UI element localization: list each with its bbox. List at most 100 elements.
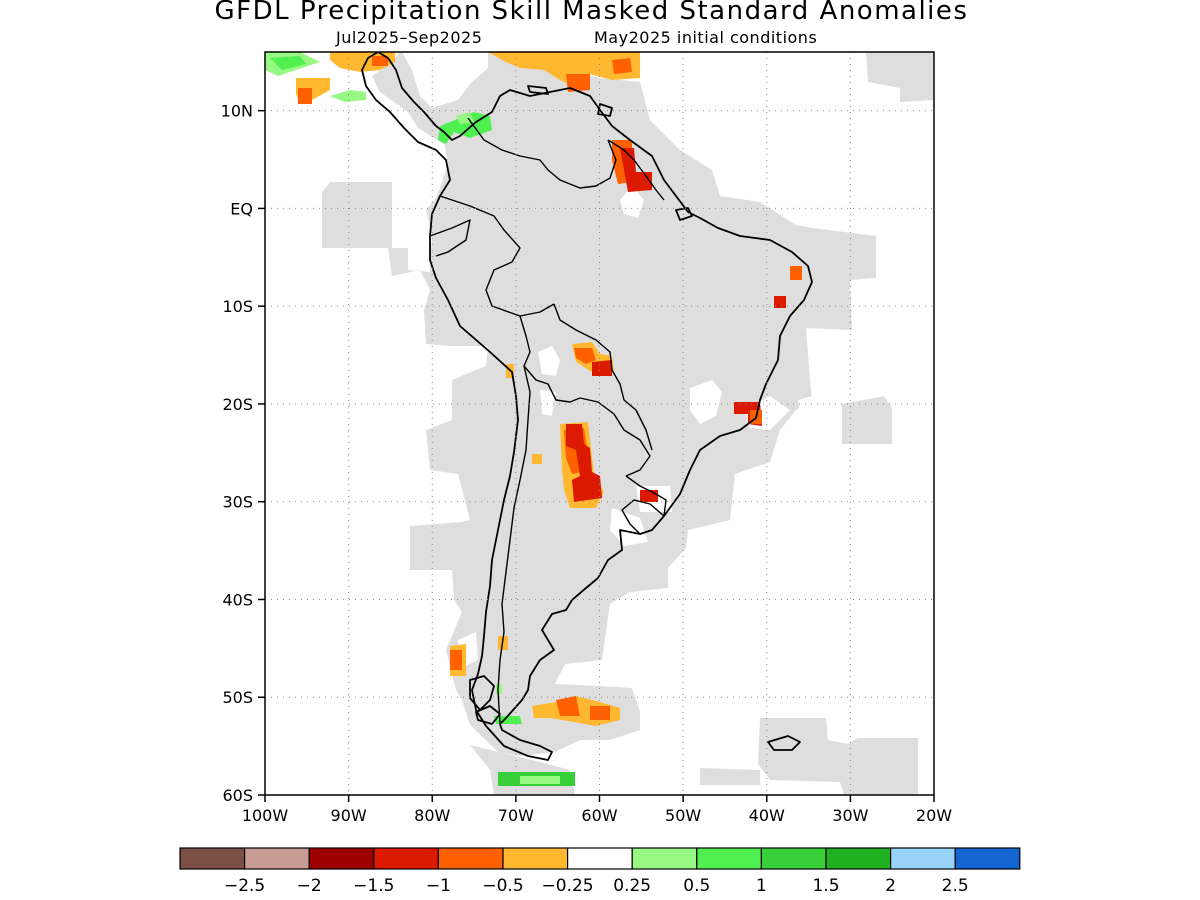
mask-gaps [402, 52, 816, 668]
colorbar: −2.5 −2 −1.5 −1 −0.5 −0.25 0.25 0.5 1 1.5 2 2.5 [179, 847, 1021, 896]
mask-gap-amazon-north [620, 186, 644, 218]
lon-tick-label: 90W [331, 806, 367, 825]
anomaly-neg-strong [620, 148, 652, 192]
mask-gap-brazil-east [690, 380, 722, 424]
lon-tick-label: 80W [414, 806, 450, 825]
lat-tick-label: 50S [222, 688, 253, 707]
colorbar-label: 1 [756, 876, 767, 896]
colorbar-swatch [502, 847, 569, 870]
anomaly-pos-weak [330, 90, 366, 102]
anomaly-cells [265, 52, 802, 786]
coastline-cuba [527, 85, 549, 95]
mask-gap-atlantic-coast [798, 396, 816, 414]
colorbar-label: −0.25 [542, 876, 594, 896]
mask-gap-caribbean [402, 52, 488, 108]
lon-tick-label: 30W [832, 806, 868, 825]
border-colombia-venezuela [467, 117, 617, 189]
border-colombia-peru [439, 195, 555, 317]
country-borders [429, 117, 667, 725]
border-paraguay [579, 397, 651, 477]
anomaly-neg-strong [774, 296, 786, 308]
anomaly-neg-mid [298, 88, 312, 104]
anomaly-pos-weak [520, 776, 560, 784]
colorbar-label: −2 [297, 876, 322, 896]
colorbar-swatch [825, 847, 892, 870]
skill-mask-mainland [322, 52, 876, 756]
colorbar-label: 2 [885, 876, 896, 896]
colorbar-swatch [179, 847, 246, 870]
colorbar-label: 0.25 [613, 876, 651, 896]
coastline-islands [475, 705, 501, 725]
lon-tick-label: 40W [749, 806, 785, 825]
lat-tick-label: EQ [230, 199, 253, 218]
colorbar-swatch [954, 847, 1021, 870]
lon-tick-label: 70W [498, 806, 534, 825]
anomaly-neg-mid [574, 348, 596, 364]
lat-tick-label: 20S [222, 395, 253, 414]
anomaly-neg-mid [556, 696, 580, 716]
border-ecuador [429, 219, 471, 257]
anomaly-neg-mid [450, 650, 462, 670]
anomaly-neg-weak [532, 454, 542, 464]
colorbar-swatch [566, 847, 633, 870]
anomaly-neg-strong [640, 490, 658, 502]
map-subtitle: Jul2025–Sep2025 May2025 initial conditio… [0, 28, 1200, 48]
coastlines [361, 52, 813, 761]
lat-tick-label: 10N [221, 102, 253, 121]
colorbar-swatch [889, 847, 956, 870]
anomaly-pos-mid [270, 56, 306, 70]
lon-tick-label: 100W [242, 806, 289, 825]
colorbar-label: −0.5 [482, 876, 523, 896]
border-uruguay [621, 499, 665, 535]
colorbar-label: −2.5 [224, 876, 265, 896]
coastline-trinidad [597, 103, 613, 117]
anomaly-neg-strong [566, 424, 602, 502]
anomaly-neg-mid [612, 58, 632, 74]
forecast-period: Jul2025–Sep2025 [336, 28, 483, 47]
colorbar-label: 2.5 [942, 876, 969, 896]
mask-gap-rio-plata [610, 508, 648, 546]
map-title: GFDL Precipitation Skill Masked Standard… [214, 0, 969, 26]
anomaly-neg-weak [488, 52, 640, 90]
colorbar-swatch [244, 847, 310, 870]
colorbar-swatch [373, 847, 439, 870]
border-peru-bolivia [519, 315, 581, 403]
skill-mask-south-atlantic-1 [842, 396, 892, 444]
initial-conditions: May2025 initial conditions [594, 28, 818, 47]
border-guianas [607, 139, 665, 201]
colorbar-label: −1 [426, 876, 451, 896]
coastline-tierra-del-fuego [469, 675, 495, 711]
coastline-mainland [361, 52, 813, 761]
anomaly-neg-mid [566, 74, 590, 92]
lat-tick-label: 10S [222, 297, 253, 316]
colorbar-label: −1.5 [353, 876, 394, 896]
skill-mask-atlantic-strip [700, 768, 760, 785]
mask-gap-andes [540, 390, 556, 416]
skill-mask-south-atlantic-2 [758, 718, 918, 795]
colorbar-swatch [760, 847, 827, 870]
mask-gap-bolivia [538, 346, 560, 376]
plot-area [265, 52, 934, 795]
border-argentina-brazil [625, 475, 667, 517]
anomaly-neg-strong [592, 360, 612, 376]
lat-tick-label: 40S [222, 590, 253, 609]
lon-tick-label: 60W [581, 806, 617, 825]
colorbar-label: 0.5 [683, 876, 710, 896]
lon-tick-label: 20W [916, 806, 952, 825]
anomaly-neg-mid [790, 266, 802, 280]
colorbar-swatch [696, 847, 762, 870]
coastline-marajo [675, 207, 693, 221]
border-chile-argentina [497, 365, 531, 725]
lat-tick-label: 60S [222, 786, 253, 805]
colorbar-swatch [631, 847, 698, 870]
colorbar-label: 1.5 [812, 876, 839, 896]
lon-tick-label: 50W [665, 806, 701, 825]
border-bolivia-brazil [553, 303, 653, 451]
colorbar-swatch [437, 847, 504, 870]
skill-mask-ne-atlantic [866, 52, 934, 102]
lat-tick-label: 30S [222, 493, 253, 512]
coastline-falklands [767, 735, 801, 751]
colorbar-swatch [308, 847, 375, 870]
